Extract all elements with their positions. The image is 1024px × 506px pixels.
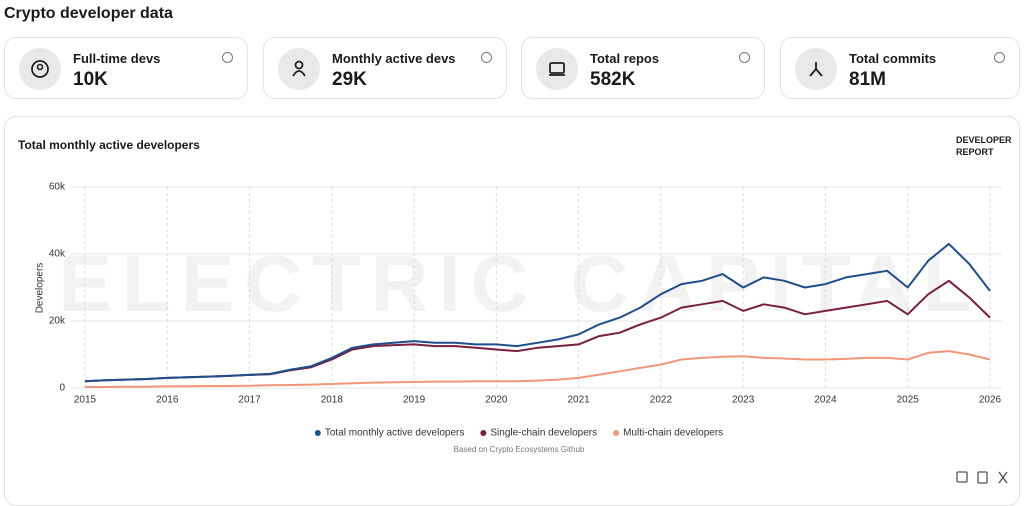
stat-label: Total repos [590,51,660,66]
page: {"header": {"title": "Crypto developer d… [4,5,1020,506]
info-icon[interactable] [739,52,750,63]
stat-card: Total commits 81M [780,37,1020,99]
stat-card: Total repos 582K [521,37,765,99]
x-tick-label: 2025 [897,395,920,406]
y-tick-label: 0 [59,383,65,394]
legend-marker [314,430,321,436]
y-tick-label: 60k [49,182,66,193]
y-tick-label: 20k [49,316,66,327]
stat-label: Total commits [849,51,937,66]
footnote: Based on Crypto Ecosystems Github [454,445,585,454]
y-tick-label: 40k [49,249,66,260]
stat-icon [536,48,578,90]
watermark: ELECTRIC CAPITAL [59,239,982,328]
legend: Total monthly active developers Single-ch… [314,428,723,439]
stat-value: 81M [849,69,886,90]
y-axis-label: Developers [35,263,46,314]
stat-icon [795,48,837,90]
info-icon[interactable] [222,52,233,63]
copy-button[interactable] [977,471,988,484]
x-tick-label: 2019 [403,395,426,406]
legend-marker [480,430,487,436]
x-tick-label: 2023 [732,395,755,406]
stat-value: 10K [73,69,108,90]
series-line [84,242,991,383]
x-tick-label: 2015 [74,395,97,406]
chart-title: Total monthly active developers [18,138,200,152]
page-title: Crypto developer data [4,5,173,22]
stat-label: Full-time devs [73,51,161,66]
x-tick-label: 2017 [238,395,261,406]
x-tick-label: 2026 [979,395,1002,406]
series-line [85,350,991,388]
download-button[interactable] [956,471,968,483]
toolbar [956,471,1008,484]
chart: ELECTRIC CAPITAL Developers Based on Cry… [35,182,1008,484]
info-icon[interactable] [994,52,1005,63]
x-tick-label: 2016 [156,395,179,406]
stat-value: 29K [332,69,367,90]
x-tick-label: 2022 [650,395,673,406]
stat-card: Monthly active devs 29K [263,37,507,99]
legend-label: Single-chain developers [490,428,597,439]
stat-icon [278,48,320,90]
info-icon[interactable] [481,52,492,63]
stat-icon [19,48,61,90]
report-badge[interactable]: DEVELOPER REPORT [956,135,1012,157]
legend-label: Multi-chain developers [623,428,723,439]
x-tick-label: 2020 [485,395,508,406]
stat-label: Monthly active devs [332,51,456,66]
x-tick-label: 2021 [568,395,591,406]
legend-marker [613,430,620,436]
x-tick-label: 2024 [814,395,837,406]
legend-label: Total monthly active developers [325,428,465,439]
x-tick-label: 2018 [321,395,344,406]
share-x-button[interactable] [998,471,1008,484]
stat-value: 582K [590,69,636,90]
stat-card: Full-time devs 10K [4,37,248,99]
